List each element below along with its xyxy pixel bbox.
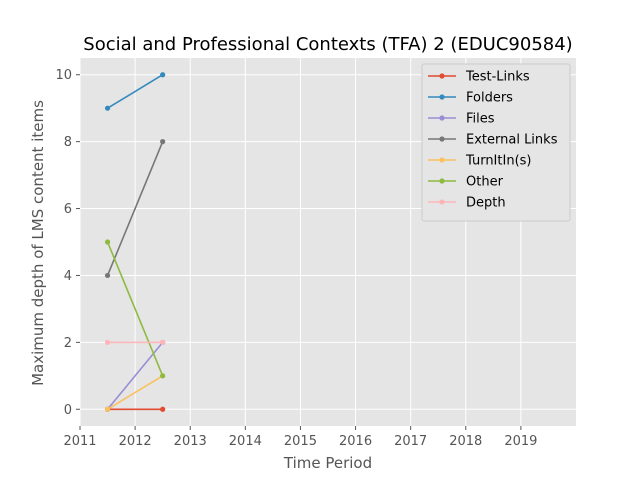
- legend-item: Test-Links: [428, 70, 530, 85]
- legend-label: TurnItIn(s): [465, 154, 531, 169]
- y-tick-label: 8: [64, 135, 72, 150]
- x-tick-label: 2018: [449, 434, 482, 449]
- data-point: [104, 339, 111, 345]
- data-point: [160, 339, 166, 345]
- series-group: [104, 72, 166, 412]
- y-axis-ticks: 0 2 4 6 8 10: [55, 68, 80, 418]
- y-tick-label: 10: [55, 68, 72, 83]
- data-point: [160, 139, 166, 145]
- y-tick-label: 6: [64, 202, 72, 217]
- legend-swatch-marker: [439, 157, 445, 163]
- y-tick-label: 4: [64, 269, 72, 284]
- legend-item: TurnItIn(s): [428, 154, 531, 169]
- legend-swatch-marker: [439, 115, 445, 121]
- legend-item: Other: [428, 175, 504, 190]
- chart-title: Social and Professional Contexts (TFA) 2…: [83, 34, 572, 55]
- legend-item: External Links: [428, 133, 558, 148]
- series-line: [107, 74, 164, 109]
- legend-label: Test-Links: [465, 70, 530, 85]
- data-point: [160, 406, 166, 412]
- data-point: [104, 406, 111, 412]
- legend-label: Folders: [466, 91, 513, 106]
- legend-label: External Links: [466, 133, 558, 148]
- x-tick-label: 2014: [229, 434, 262, 449]
- x-axis-ticks: 2011 2012 2013 2014 2015 2016 2017 2018 2019: [63, 426, 537, 449]
- series-line: [106, 241, 164, 377]
- series-folders: [104, 72, 166, 111]
- x-tick-label: 2015: [284, 434, 317, 449]
- series-line: [106, 141, 164, 276]
- data-point: [104, 239, 111, 245]
- legend-swatch-marker: [439, 136, 445, 142]
- legend-swatch-marker: [439, 199, 445, 205]
- legend: Test-Links Folders Files External Links Turn…: [421, 63, 571, 222]
- y-tick-label: 0: [64, 403, 72, 418]
- x-tick-label: 2012: [119, 434, 152, 449]
- series-depth: [104, 339, 166, 345]
- legend-label: Depth: [466, 196, 506, 211]
- legend-label: Files: [466, 112, 495, 127]
- x-tick-label: 2017: [394, 434, 427, 449]
- y-tick-label: 2: [64, 336, 72, 351]
- data-point: [104, 272, 111, 279]
- x-tick-label: 2016: [339, 434, 372, 449]
- series-other: [104, 239, 166, 379]
- series-line: [107, 375, 164, 410]
- legend-swatch-marker: [439, 178, 445, 184]
- x-tick-label: 2013: [174, 434, 207, 449]
- legend-item: Folders: [428, 91, 513, 106]
- data-point: [160, 72, 166, 78]
- data-point: [104, 105, 111, 111]
- series-external-links: [104, 139, 166, 279]
- x-tick-label: 2011: [63, 434, 96, 449]
- legend-item: Depth: [428, 196, 506, 211]
- x-tick-label: 2019: [504, 434, 537, 449]
- legend-swatch-marker: [439, 73, 445, 79]
- data-point: [160, 373, 166, 379]
- legend-item: Files: [428, 112, 495, 127]
- legend-box: [421, 63, 571, 222]
- x-axis-label: Time Period: [283, 454, 372, 472]
- legend-swatch-marker: [439, 94, 445, 100]
- y-axis-label: Maximum depth of LMS content items: [29, 100, 47, 386]
- legend-label: Other: [466, 175, 504, 190]
